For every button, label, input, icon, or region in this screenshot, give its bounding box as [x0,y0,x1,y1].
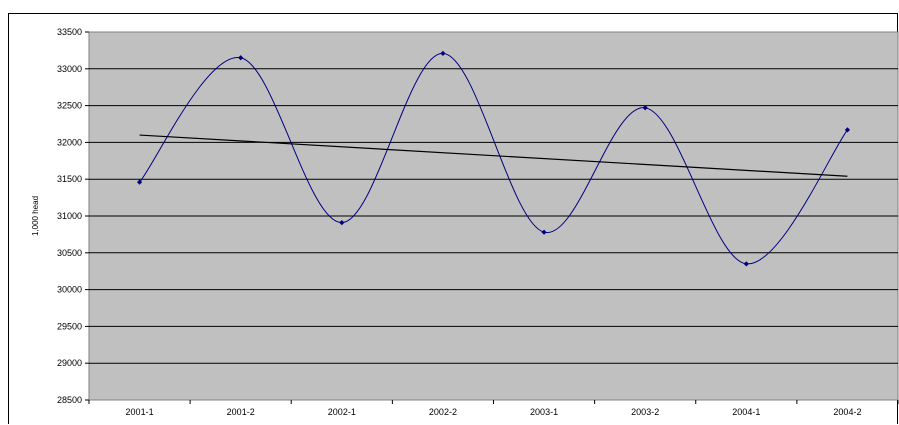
data-point-marker [440,50,446,56]
x-tick-label: 2003-1 [530,407,558,417]
x-tick-label: 2002-2 [429,407,457,417]
x-axis-ticks: 2001-1 2001-2 2002-1 2002-2 2003-1 2003-2 2004… [88,400,899,417]
x-tick-label: 2003-2 [631,407,659,417]
y-tick-label: 31500 [57,174,82,184]
data-point-marker [339,220,345,226]
y-tick-label: 30500 [57,248,82,258]
y-tick-label: 31000 [57,211,82,221]
gridlines [89,68,898,364]
y-tick-label: 32000 [57,137,82,147]
y-tick-label: 33500 [57,27,82,37]
y-axis-title: 1,000 head [31,196,40,236]
y-tick-label: 28500 [57,395,82,405]
y-tick-label: 29000 [57,358,82,368]
data-point-marker [541,229,547,235]
trendline [139,134,848,177]
x-tick-label: 2001-2 [227,407,255,417]
y-axis-ticks: 28500 29000 29500 30000 30500 31000 31500 32000… [57,27,89,405]
data-point-marker [642,105,648,111]
x-tick-label: 2004-2 [833,407,861,417]
data-point-marker [238,55,244,61]
y-tick-label: 32500 [57,101,82,111]
data-point-marker [136,179,143,185]
x-tick-label: 2001-1 [126,407,154,417]
data-point-marker [743,261,749,267]
y-tick-label: 33000 [57,64,82,74]
series-line [139,52,848,265]
y-tick-label: 29500 [57,321,82,331]
y-tick-label: 30000 [57,285,82,295]
x-tick-label: 2004-1 [732,407,760,417]
x-tick-label: 2002-1 [328,407,356,417]
data-point-marker [844,127,851,133]
series-layer [136,50,851,267]
